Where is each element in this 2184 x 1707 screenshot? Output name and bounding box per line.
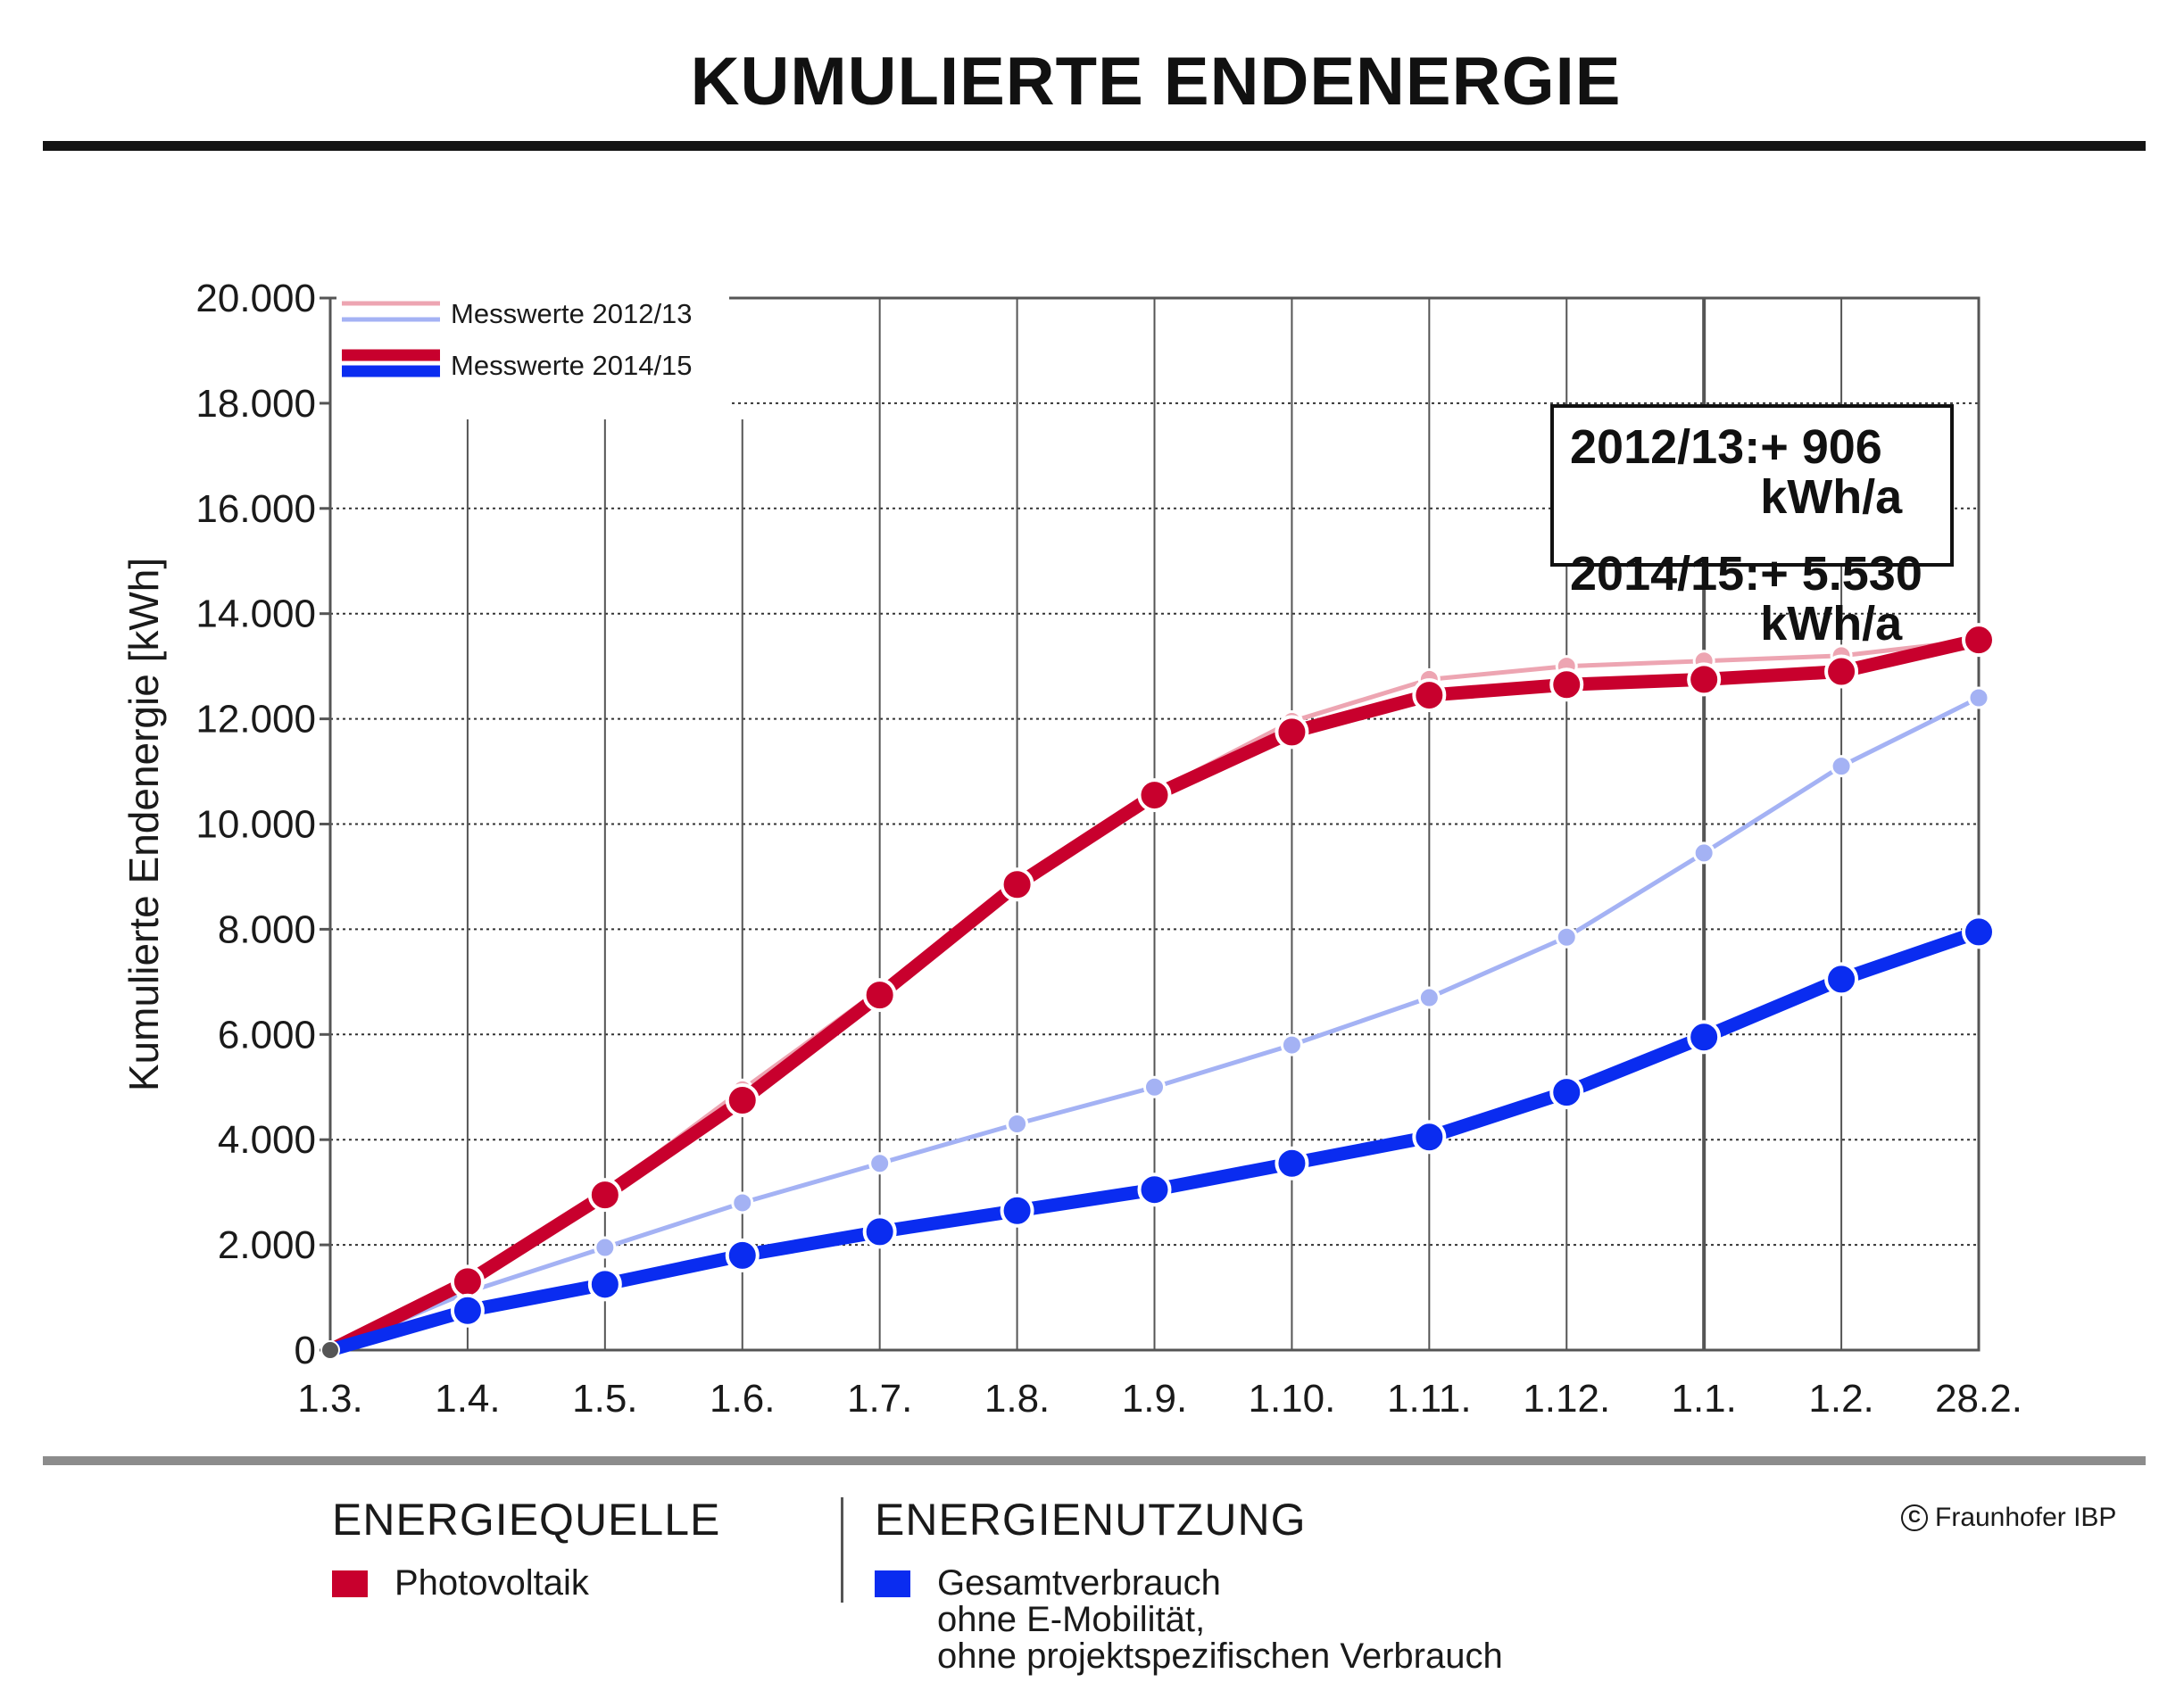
energy-source-legend: ENERGIEQUELLE Photovoltaik xyxy=(332,1494,720,1602)
copyright-text: Fraunhofer IBP xyxy=(1935,1503,2117,1532)
data-point xyxy=(1137,778,1172,813)
chart-legend: Messwerte 2012/13 Messwerte 2014/15 xyxy=(336,287,729,385)
data-point xyxy=(587,1267,622,1302)
axes: 0 2.000 4.000 6.000 8.000 10.000 12.000 14.000 1… xyxy=(120,277,2022,1421)
origin-point xyxy=(320,1340,340,1360)
data-point xyxy=(1962,915,1996,949)
data-point xyxy=(1412,1120,1447,1155)
series xyxy=(320,623,1996,1360)
data-point xyxy=(1962,623,1996,658)
x-tick-label: 1.11. xyxy=(1387,1377,1472,1421)
result-label: 2012/13: xyxy=(1570,420,1761,474)
y-tick-label: 6.000 xyxy=(218,1013,316,1057)
data-point xyxy=(1280,1033,1303,1057)
x-tick-label: 1.8. xyxy=(984,1377,1050,1421)
result-label: 2014/15: xyxy=(1570,547,1761,601)
legend-label: Messwerte 2014/15 xyxy=(451,350,693,381)
data-point xyxy=(1143,1075,1166,1098)
data-point xyxy=(450,1264,485,1299)
result-row: 2014/15: + 5.530 kWh/a xyxy=(1570,549,1934,649)
x-tick-label: 1.3. xyxy=(297,1377,362,1421)
data-point xyxy=(868,1152,892,1175)
result-box: 2012/13: + 906 kWh/a 2014/15: + 5.530 kW… xyxy=(1550,404,1954,649)
y-axis-label: Kumulierte Endenergie [kWh] xyxy=(120,558,167,1091)
data-point xyxy=(1692,841,1715,865)
bottom-rule xyxy=(43,1456,2146,1465)
data-point xyxy=(1000,867,1034,902)
x-tick-label: 1.12. xyxy=(1523,1377,1610,1421)
x-tick-label: 1.1. xyxy=(1671,1377,1736,1421)
copyright-icon: C xyxy=(1901,1504,1928,1531)
legend-divider xyxy=(841,1497,843,1603)
data-point xyxy=(450,1293,485,1328)
data-point xyxy=(587,1178,622,1213)
label-line: Gesamtverbrauch xyxy=(937,1563,1221,1603)
y-tick-label: 12.000 xyxy=(195,698,316,742)
data-point xyxy=(1275,1146,1309,1181)
label-line: ohne projektspezifischen Verbrauch xyxy=(937,1637,1503,1676)
data-point xyxy=(1824,654,1859,689)
y-tick-label: 0 xyxy=(295,1329,316,1372)
data-point xyxy=(731,1191,754,1214)
result-row: 2012/13: + 906 kWh/a xyxy=(1570,422,1934,522)
legend-item-label: Gesamtverbrauch ohne E-Mobilität, ohne p… xyxy=(937,1565,1503,1675)
legend-background xyxy=(336,287,729,334)
data-point xyxy=(1687,1020,1722,1055)
y-tick-label: 10.000 xyxy=(195,803,316,847)
y-tick-label: 8.000 xyxy=(218,907,316,951)
data-point xyxy=(1824,962,1859,997)
data-point xyxy=(1549,667,1584,702)
data-point xyxy=(594,1236,617,1259)
data-point xyxy=(1555,925,1578,949)
result-value: + 906 kWh/a xyxy=(1760,420,1903,524)
data-point xyxy=(1967,686,1990,709)
result-value: + 5.530 kWh/a xyxy=(1760,547,1922,650)
x-tick-label: 1.2. xyxy=(1808,1377,1873,1421)
y-tick-label: 14.000 xyxy=(195,592,316,636)
data-point xyxy=(862,978,897,1013)
y-tick-label: 18.000 xyxy=(195,382,316,426)
legend-item-label: Photovoltaik xyxy=(394,1565,589,1602)
x-tick-label: 1.6. xyxy=(710,1377,775,1421)
x-tick-label: 1.5. xyxy=(572,1377,637,1421)
y-tick-label: 2.000 xyxy=(218,1223,316,1267)
data-point xyxy=(725,1082,760,1117)
red-swatch-icon xyxy=(332,1570,368,1597)
legend-item-gesamtverbrauch: Gesamtverbrauch ohne E-Mobilität, ohne p… xyxy=(875,1565,1503,1675)
energy-usage-legend: ENERGIENUTZUNG Gesamtverbrauch ohne E-Mo… xyxy=(875,1494,1503,1675)
data-point xyxy=(1000,1193,1034,1228)
x-tick-label: 1.4. xyxy=(435,1377,500,1421)
x-tick-label: 1.10. xyxy=(1248,1377,1335,1421)
legend-background xyxy=(336,339,729,385)
y-tick-label: 4.000 xyxy=(218,1118,316,1162)
x-tick-label: 1.9. xyxy=(1122,1377,1187,1421)
copyright: C Fraunhofer IBP xyxy=(1901,1503,2116,1533)
legend-label: Messwerte 2012/13 xyxy=(451,298,693,329)
data-point xyxy=(1830,755,1853,778)
section-title: ENERGIEQUELLE xyxy=(332,1495,721,1545)
top-rule xyxy=(43,141,2146,151)
data-point xyxy=(1275,715,1309,750)
y-tick-label: 16.000 xyxy=(195,487,316,531)
chart-title: KUMULIERTE ENDENERGIE xyxy=(690,44,1622,120)
blue-swatch-icon xyxy=(875,1570,910,1597)
x-tick-label: 1.7. xyxy=(847,1377,912,1421)
label-line: ohne E-Mobilität, xyxy=(937,1600,1206,1639)
legend-item-photovoltaik: Photovoltaik xyxy=(332,1565,720,1602)
data-point xyxy=(725,1238,760,1272)
section-title: ENERGIENUTZUNG xyxy=(875,1495,1307,1545)
data-point xyxy=(1137,1173,1172,1207)
label-line: Photovoltaik xyxy=(394,1563,589,1603)
data-point xyxy=(1549,1075,1584,1110)
data-point xyxy=(1687,662,1722,697)
x-tick-label: 28.2. xyxy=(1935,1377,2022,1421)
data-point xyxy=(1412,678,1447,713)
y-tick-label: 20.000 xyxy=(195,277,316,320)
data-point xyxy=(1417,986,1441,1009)
data-point xyxy=(1006,1113,1029,1136)
data-point xyxy=(862,1214,897,1249)
